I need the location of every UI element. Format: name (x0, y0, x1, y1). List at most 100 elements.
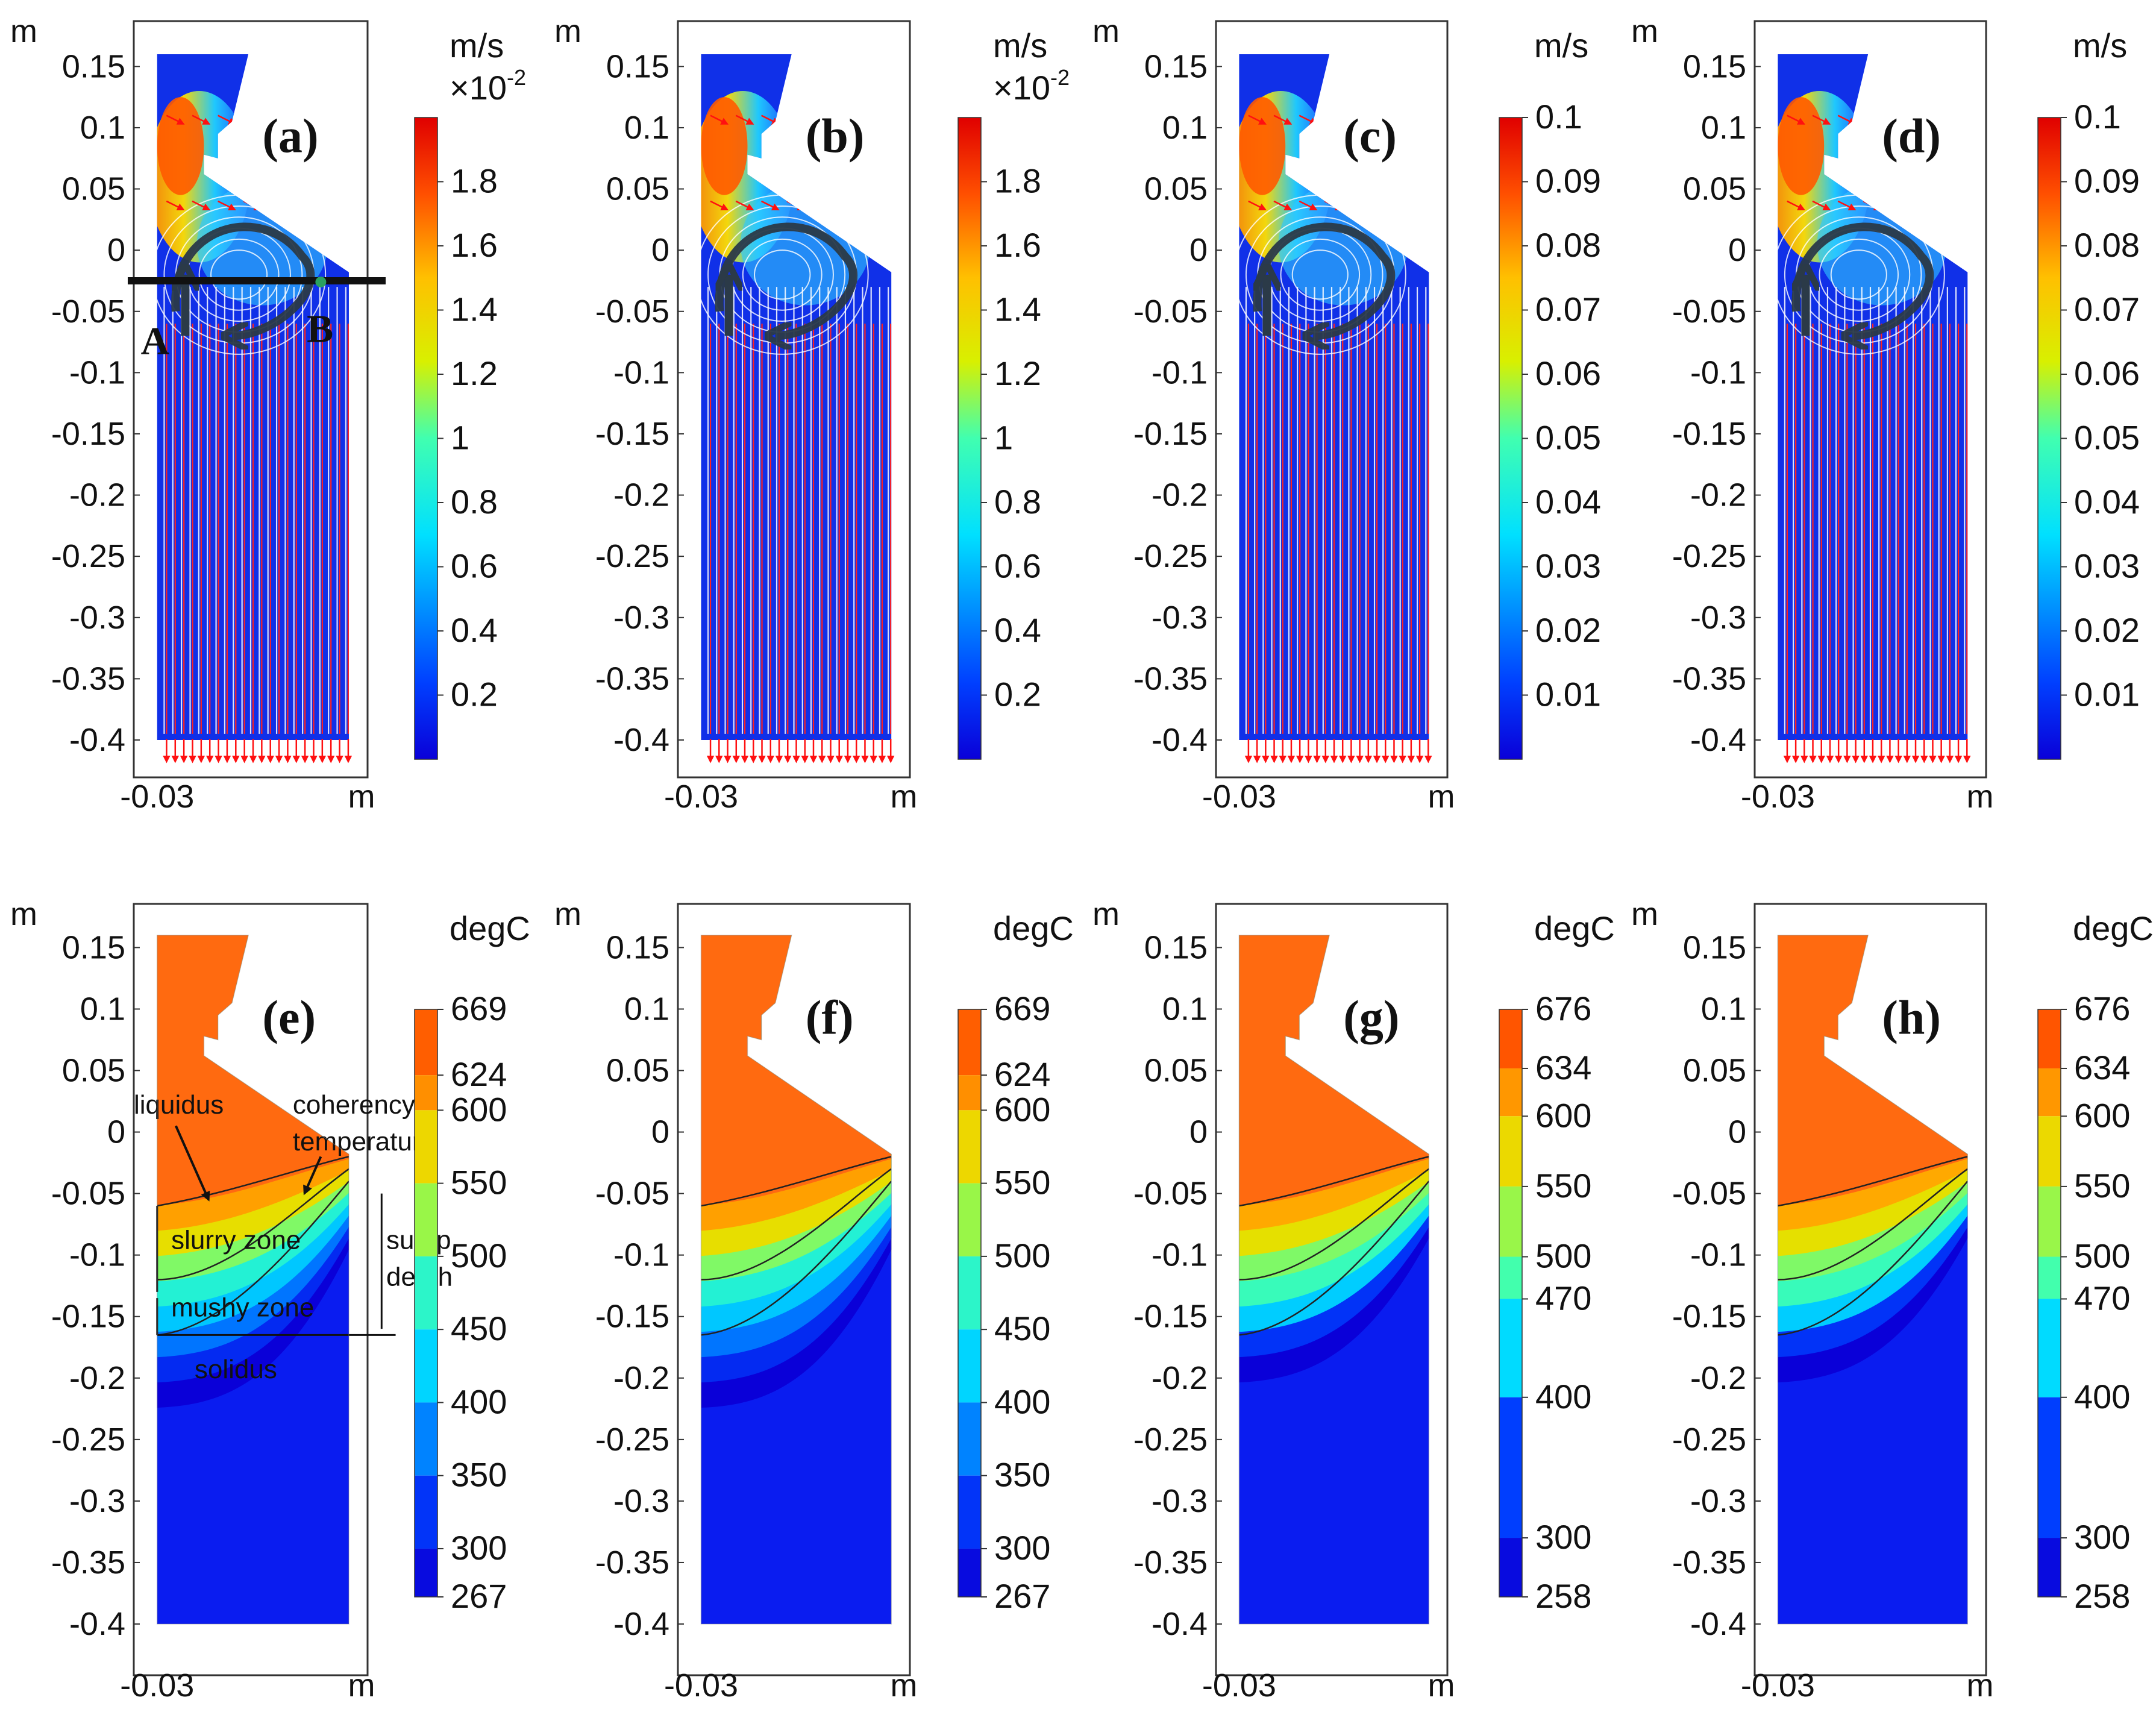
coherency-contour (1239, 1156, 1429, 1207)
colorbar-border (414, 1009, 438, 1598)
colorbar-tick-label: 1.4 (451, 290, 498, 328)
y-tick-label: 0.15 (62, 48, 125, 84)
colorbar-unit: m/s (2073, 27, 2127, 64)
colorbar-tick-label: 0.07 (2074, 290, 2140, 328)
y-tick-label: 0.1 (624, 991, 669, 1027)
colorbar-tick-label: 0.1 (2074, 98, 2121, 136)
panel-d: 0.15 0.1 0.05 0 -0.05 -0.1 -0.15 -0.2 -0.25 -0.3 -… (1631, 13, 2140, 815)
colorbar-tick-label: 0.4 (994, 611, 1041, 649)
colorbar-band (958, 1110, 981, 1184)
panel-h: 0.15 0.1 0.05 0 -0.05 -0.1 -0.15 -0.2 -0.25 -0.3 -… (1631, 896, 2154, 1704)
colorbar-tick-label: 500 (994, 1237, 1050, 1275)
colorbar-tick-label: 400 (451, 1382, 507, 1420)
point-b-marker (315, 276, 327, 287)
label-slurry-zone: slurry zone (171, 1225, 301, 1255)
colorbar-tick-label: 600 (451, 1090, 507, 1128)
y-tick-label: -0.3 (69, 1483, 125, 1519)
colorbar-tick-label: 600 (994, 1090, 1050, 1128)
colorbar-tick-label: 300 (451, 1529, 507, 1567)
panel-g: 0.15 0.1 0.05 0 -0.05 -0.1 -0.15 -0.2 -0.25 -0.3 -… (1092, 896, 1615, 1704)
y-tick-label: -0.05 (595, 1176, 669, 1212)
x-axis-unit: m (1967, 779, 1994, 815)
y-tick-label: -0.1 (69, 354, 125, 390)
colorbar-tick-label: 300 (1535, 1518, 1591, 1556)
colorbar-band (2038, 1299, 2061, 1397)
colorbar-tick-label: 500 (451, 1237, 507, 1275)
colorbar-exponent: -2 (507, 65, 526, 90)
colorbar-tick-label: 500 (2074, 1237, 2130, 1275)
colorbar-tick-label: 0.04 (2074, 483, 2140, 521)
y-tick-label: -0.3 (1152, 600, 1208, 636)
y-tick-label: -0.25 (1133, 1422, 1208, 1458)
y-tick-label: -0.3 (613, 600, 669, 636)
colorbar-unit: degC (2073, 909, 2154, 947)
colorbar-tick-label: 0.06 (1535, 354, 1601, 392)
colorbar-band (1499, 1116, 1522, 1187)
colorbar-band (958, 1475, 981, 1549)
colorbar-tick-label: 400 (994, 1382, 1050, 1420)
x-tick-label: -0.03 (1741, 1667, 1815, 1704)
y-axis-unit: m (1631, 13, 1658, 49)
colorbar-band (415, 1183, 437, 1256)
colorbar-band (415, 1548, 437, 1597)
domain-outline (700, 935, 892, 1625)
y-tick-label: -0.25 (595, 1422, 669, 1458)
colorbar-unit: degC (1534, 909, 1615, 947)
colorbar: 0.1 0.09 0.08 0.07 0.06 0.05 0.04 0.03 0.02 0.01 m… (2037, 27, 2140, 760)
y-tick-label: 0.1 (624, 110, 669, 146)
y-tick-label: -0.2 (613, 1360, 669, 1396)
colorbar-tick-label: 1.8 (994, 162, 1041, 200)
y-tick-label: 0 (1728, 1114, 1746, 1150)
colorbar-exponent: -2 (1050, 65, 1070, 90)
colorbar: 1.8 1.6 1.4 1.2 1 0.8 0.6 0.4 0.2 m/s×10-2 (414, 27, 526, 760)
panel-label: (d) (1882, 110, 1941, 163)
colorbar-tick-label: 0.01 (1535, 676, 1601, 713)
colorbar-band (1499, 1256, 1522, 1299)
colorbar-tick-label: 550 (1535, 1167, 1591, 1205)
colorbar-tick-label: 0.4 (451, 611, 498, 649)
panel-b: 0.15 0.1 0.05 0 -0.05 -0.1 -0.15 -0.2 -0.25 -0.3 -… (554, 13, 1070, 815)
panel-f: 0.15 0.1 0.05 0 -0.05 -0.1 -0.15 -0.2 -0.25 -0.3 -… (554, 896, 1074, 1704)
colorbar-tick-label: 450 (994, 1309, 1050, 1347)
colorbar-band (958, 1075, 981, 1111)
y-tick-label: -0.4 (1152, 1606, 1208, 1642)
colorbar-tick-label: 258 (1535, 1577, 1591, 1615)
colorbar-tick-label: 550 (2074, 1167, 2130, 1205)
colorbar-band (958, 1402, 981, 1476)
y-tick-label: 0 (651, 1114, 669, 1150)
y-tick-label: -0.05 (595, 293, 669, 330)
colorbar-tick-label: 0.08 (1535, 226, 1601, 264)
solidus-contour (1239, 1181, 1429, 1336)
y-axis-unit: m (10, 13, 37, 49)
y-tick-label: -0.35 (595, 1544, 669, 1581)
colorbar-tick-label: 600 (1535, 1096, 1591, 1134)
label-mushy-zone: mushy zone (171, 1293, 314, 1323)
colorbar-unit: degC (450, 909, 530, 947)
y-tick-label: -0.2 (69, 477, 125, 513)
y-tick-label: -0.3 (1152, 1483, 1208, 1519)
y-tick-label: -0.1 (1152, 1237, 1208, 1273)
colorbar-band (415, 1475, 437, 1549)
solidus-contour (1778, 1181, 1968, 1336)
y-tick-label: 0 (1189, 232, 1208, 268)
colorbar-tick-label: 600 (2074, 1096, 2130, 1134)
colorbar-tick-label: 1 (994, 419, 1013, 457)
colorbar: 676 634 600 550 500 470 400 300 258 degC (1499, 909, 1615, 1615)
colorbar-tick-label: 0.8 (451, 483, 498, 521)
panel-c: 0.15 0.1 0.05 0 -0.05 -0.1 -0.15 -0.2 -0.25 -0.3 -… (1092, 13, 1601, 815)
colorbar-tick-label: 470 (2074, 1279, 2130, 1317)
recirculation-arrow (1791, 222, 1934, 336)
colorbar-band (958, 1548, 981, 1597)
y-tick-label: 0.05 (62, 1053, 125, 1089)
coherency-contour (701, 1156, 892, 1207)
y-tick-label: -0.35 (595, 660, 669, 697)
y-tick-label: -0.1 (69, 1237, 125, 1273)
colorbar-tick-label: 300 (2074, 1518, 2130, 1556)
y-tick-label: 0.15 (1144, 48, 1208, 84)
colorbar-tick-label: 0.03 (1535, 547, 1601, 585)
colorbar-tick-label: 1.4 (994, 290, 1041, 328)
y-tick-label: -0.2 (613, 477, 669, 513)
colorbar-tick-label: 0.03 (2074, 547, 2140, 585)
